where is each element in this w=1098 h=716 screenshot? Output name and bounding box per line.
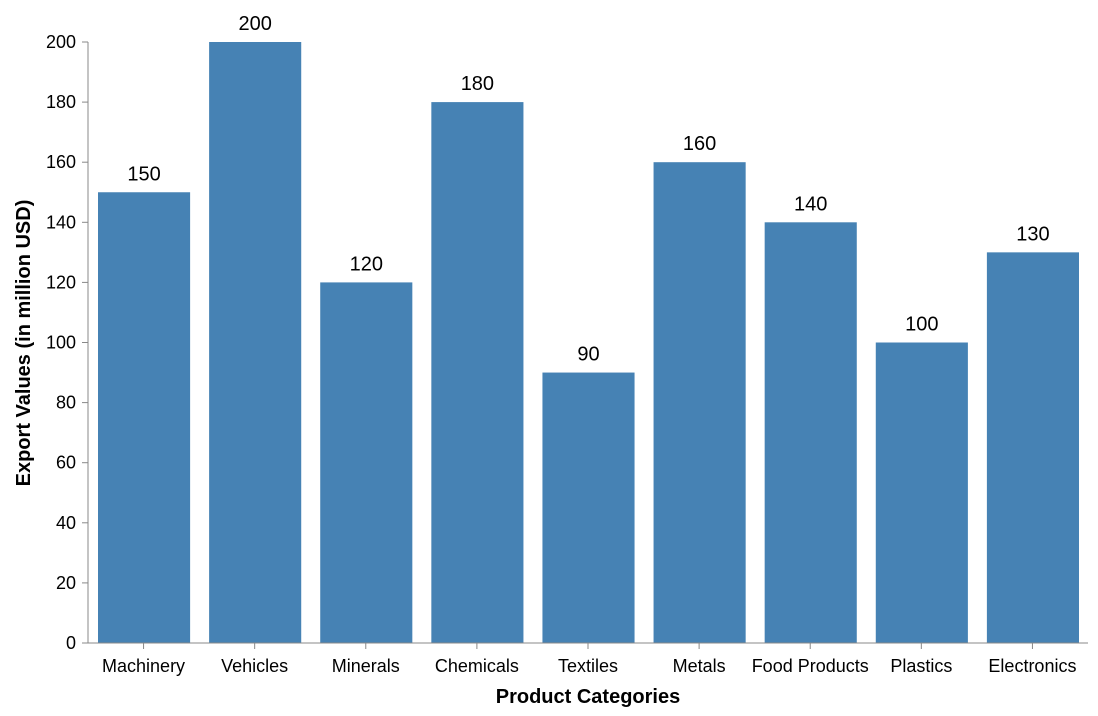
x-tick-label: Food Products [752,656,869,676]
bar-vehicles [209,42,302,643]
bar-plastics [875,342,968,643]
bar-value-label: 90 [577,344,599,366]
y-tick-label: 40 [56,513,76,533]
x-axis: Machinery Vehicles Minerals Chemicals Textil… [88,642,1088,676]
y-tick-label: 160 [46,152,76,172]
bar-minerals [320,282,413,643]
y-tick-label: 0 [66,633,76,653]
x-tick-label: Minerals [332,656,400,676]
bar-value-label: 180 [461,73,494,95]
y-tick-label: 80 [56,393,76,413]
y-tick-label: 200 [46,32,76,52]
bar-value-label: 120 [350,253,383,275]
bar-value-labels: 150 200 120 180 90 160 140 100 130 [127,13,1049,366]
bar-machinery [98,192,191,643]
bar-value-label: 140 [794,193,827,215]
bar-value-label: 100 [905,314,938,336]
x-tick-label: Plastics [890,656,952,676]
bar-chemicals [431,102,524,644]
x-tick-label: Chemicals [435,656,519,676]
y-tick-label: 140 [46,212,76,232]
x-tick-label: Machinery [102,656,185,676]
bar-electronics [986,252,1079,643]
bars [98,42,1079,644]
bar-value-label: 130 [1016,223,1049,245]
y-tick-label: 120 [46,272,76,292]
bar-value-label: 150 [127,163,160,185]
x-tick-label: Metals [673,656,726,676]
bar-value-label: 160 [683,133,716,155]
y-tick-label: 180 [46,92,76,112]
y-axis-title: Export Values (in million USD) [13,200,35,487]
y-axis: 0 20 40 60 80 100 120 140 160 180 200 [46,32,89,653]
y-tick-label: 20 [56,573,76,593]
x-tick-label: Textiles [558,656,618,676]
bar-food-products [764,222,857,644]
x-tick-label: Vehicles [221,656,288,676]
bar-value-label: 200 [238,13,271,35]
y-tick-label: 60 [56,453,76,473]
x-tick-label: Electronics [988,656,1076,676]
x-axis-title: Product Categories [496,686,680,708]
bar-metals [653,162,746,643]
bar-textiles [542,372,635,643]
y-tick-label: 100 [46,333,76,353]
